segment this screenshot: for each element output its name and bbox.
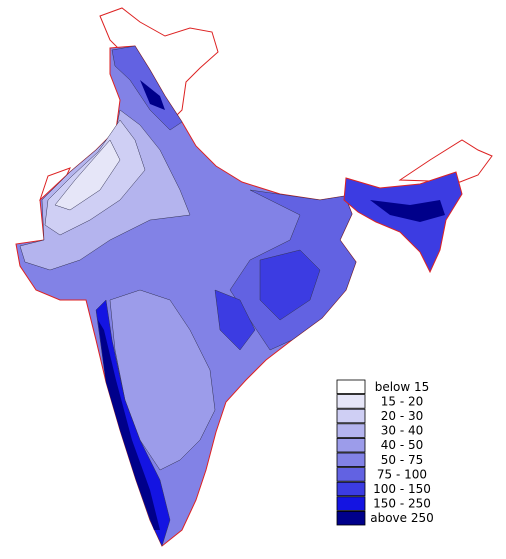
legend-swatch xyxy=(336,437,366,453)
northeast-border xyxy=(398,139,493,183)
legend-label: 20 - 30 xyxy=(381,409,424,423)
northeast xyxy=(343,171,463,274)
legend-swatch xyxy=(336,467,366,482)
northeast-heavy xyxy=(370,200,445,222)
central-wet-region xyxy=(214,289,256,351)
legend-label: 100 - 150 xyxy=(373,482,431,496)
legend-swatch xyxy=(336,408,366,424)
legend-swatch xyxy=(336,510,366,526)
legend-swatch xyxy=(336,481,366,497)
legend-label: 30 - 40 xyxy=(381,424,424,438)
legend-swatch xyxy=(336,423,366,438)
desert-region xyxy=(54,139,121,211)
himalaya-heavy xyxy=(140,80,165,110)
legend-label: 150 - 250 xyxy=(373,497,431,511)
legend-label: 40 - 50 xyxy=(381,438,424,452)
legend-label: 50 - 75 xyxy=(381,453,424,467)
west-coast-heavy xyxy=(98,320,160,530)
legend-label: below 15 xyxy=(375,380,430,394)
legend-swatch xyxy=(336,379,366,395)
legend-swatch xyxy=(336,452,366,468)
central-wet-region xyxy=(259,249,321,321)
legend-label: 15 - 20 xyxy=(381,394,424,408)
legend-label: 75 - 100 xyxy=(377,467,427,481)
legend-swatch xyxy=(336,394,366,409)
legend-swatch xyxy=(336,496,366,511)
legend-label: above 250 xyxy=(370,511,434,525)
